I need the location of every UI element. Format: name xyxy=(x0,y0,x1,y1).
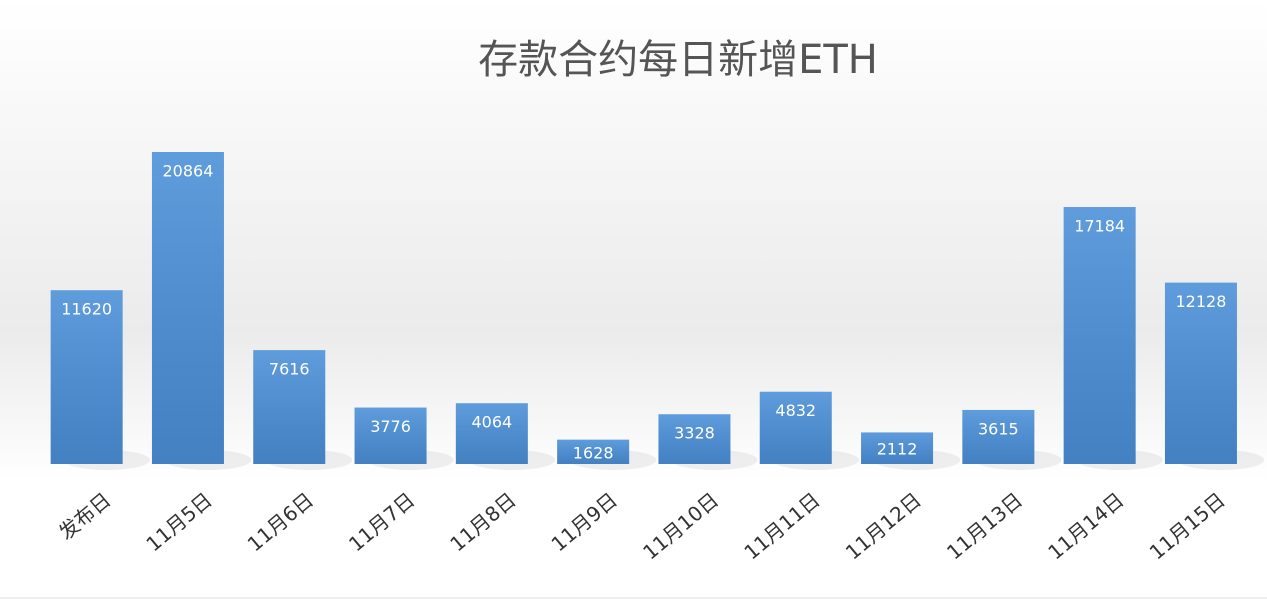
value-label: 1628 xyxy=(573,443,614,462)
bar-shade xyxy=(455,403,528,464)
value-label: 11620 xyxy=(61,300,112,319)
value-label: 17184 xyxy=(1074,217,1125,236)
value-label: 3328 xyxy=(674,424,715,443)
chart-title: 存款合约每日新增ETH xyxy=(478,37,878,83)
value-label: 2112 xyxy=(877,440,918,459)
bar-shade xyxy=(861,432,934,464)
bar-shade xyxy=(1164,282,1237,464)
value-label: 4832 xyxy=(775,401,816,420)
bar-shade xyxy=(557,439,630,464)
value-label: 3615 xyxy=(978,419,1019,438)
bar-shade xyxy=(759,391,832,464)
bar-shade xyxy=(50,290,123,464)
bar-shade xyxy=(354,407,427,464)
value-label: 12128 xyxy=(1175,292,1226,311)
bar-shade xyxy=(658,414,731,464)
value-label: 3776 xyxy=(370,417,411,436)
bar-shade xyxy=(253,350,326,464)
bar-shade xyxy=(962,409,1035,464)
value-label: 4064 xyxy=(471,413,512,432)
bar-shade xyxy=(151,152,224,464)
bar-shade xyxy=(1063,207,1136,464)
value-label: 20864 xyxy=(162,162,213,181)
value-label: 7616 xyxy=(269,360,310,379)
